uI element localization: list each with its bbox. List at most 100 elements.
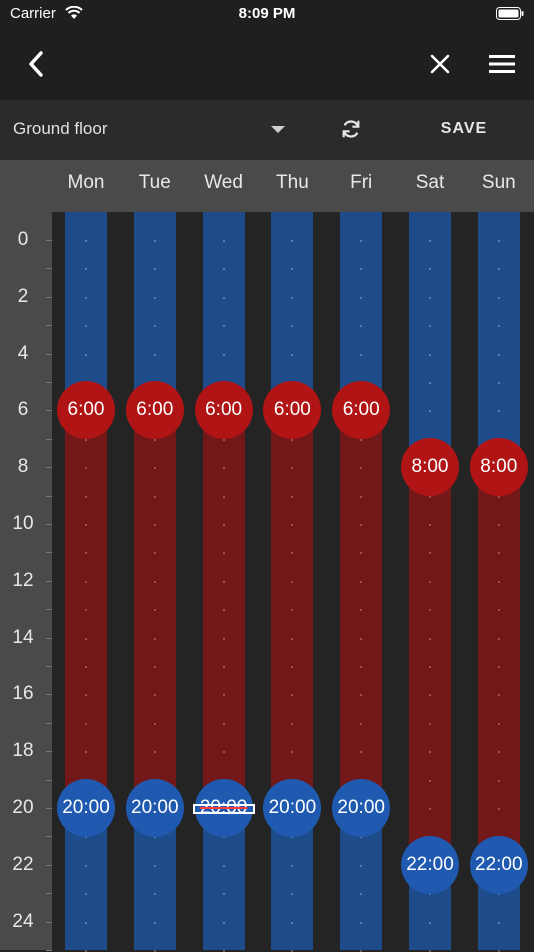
hour-label: 12 — [12, 569, 34, 591]
hour-dot — [291, 467, 294, 470]
schedule-column-wed[interactable] — [202, 212, 245, 952]
hour-dot — [497, 893, 500, 896]
start-time-handle-mon[interactable]: 6:00 — [57, 381, 115, 440]
hour-dot — [153, 722, 156, 725]
hour-dot — [222, 268, 225, 271]
schedule-column-thu[interactable] — [271, 212, 314, 952]
hour-dot — [85, 438, 87, 441]
hour-dot — [360, 240, 363, 242]
schedule-column-tue[interactable] — [133, 212, 176, 952]
chevron-left-icon — [29, 51, 43, 77]
hour-dot — [85, 467, 87, 470]
hour-dot — [497, 552, 500, 555]
handle-time-label: 22:00 — [406, 853, 454, 875]
hour-tick — [46, 552, 52, 554]
carrier-label: Carrier — [10, 5, 56, 22]
hour-dot — [291, 325, 294, 328]
hour-dot — [85, 353, 87, 356]
handle-time-label: 20:00 — [199, 797, 248, 818]
end-time-handle-fri[interactable]: 20:00 — [332, 779, 391, 837]
hour-dot — [497, 694, 500, 697]
start-time-handle-sun[interactable]: 8:00 — [469, 438, 528, 497]
hour-dot — [497, 296, 500, 299]
hour-dot — [429, 296, 431, 299]
hour-label: 0 — [17, 229, 29, 250]
hour-tick — [46, 580, 52, 582]
hour-dot — [222, 836, 225, 839]
hour-dot — [429, 751, 431, 754]
end-time-handle-sun[interactable]: 22:00 — [469, 835, 528, 894]
hour-dot — [291, 524, 294, 526]
schedule-column-sat[interactable] — [409, 212, 451, 952]
hour-dot — [429, 808, 431, 810]
hour-tick — [46, 524, 52, 525]
day-header: Mon Tue Wed Thu Fri Sat Sun — [0, 160, 534, 212]
close-button[interactable] — [420, 44, 460, 84]
start-time-handle-sat[interactable]: 8:00 — [401, 438, 459, 497]
floor-select[interactable] — [0, 100, 300, 160]
start-time-handle-tue[interactable]: 6:00 — [125, 381, 184, 440]
end-time-handle-thu[interactable]: 20:00 — [263, 779, 322, 837]
hour-dot — [360, 864, 363, 867]
battery-icon — [496, 7, 524, 20]
hour-dot — [360, 609, 363, 612]
hour-tick — [46, 864, 52, 866]
hour-dot — [360, 325, 363, 328]
hour-tick — [46, 950, 52, 951]
hour-dot — [222, 921, 225, 924]
dropdown-arrow-icon — [271, 126, 285, 133]
hour-dot — [497, 524, 500, 526]
start-time-handle-wed[interactable]: 6:00 — [194, 381, 253, 440]
cool-period — [133, 212, 176, 411]
hour-dot — [497, 495, 500, 498]
toolbar: Ground floor — [0, 100, 534, 160]
handle-time-label: 20:00 — [131, 797, 179, 818]
day-label-tue: Tue — [138, 172, 171, 193]
hour-dot — [497, 268, 500, 271]
hour-label: 4 — [17, 342, 29, 364]
end-time-handle-wed[interactable]: 20:00 — [192, 779, 255, 837]
back-button[interactable] — [16, 44, 56, 84]
start-time-handle-fri[interactable]: 6:00 — [332, 381, 391, 440]
hour-dot — [291, 296, 294, 299]
schedule-grid: 6:00 20:00 6:00 20:00 6:00 20:00 6:00 20:00 6:00… — [52, 212, 534, 952]
end-time-handle-sat[interactable]: 22:00 — [401, 835, 459, 894]
hour-dot — [222, 722, 225, 725]
hour-dot — [360, 722, 363, 725]
hour-dot — [429, 240, 431, 242]
start-time-handle-thu[interactable]: 6:00 — [263, 381, 322, 440]
menu-button[interactable] — [482, 44, 522, 84]
schedule-column-fri[interactable] — [340, 212, 383, 952]
hour-dot — [153, 921, 156, 924]
hour-dot — [360, 694, 363, 697]
refresh-button[interactable] — [336, 114, 366, 144]
hour-dot — [497, 637, 500, 640]
hour-tick — [46, 410, 52, 412]
schedule-column-mon[interactable] — [65, 212, 107, 952]
schedule-column-sun[interactable] — [477, 212, 520, 952]
end-time-handle-mon[interactable]: 20:00 — [57, 779, 115, 837]
hour-dot — [291, 893, 294, 896]
hour-label: 2 — [17, 285, 29, 307]
hour-dot — [291, 666, 294, 668]
hour-dot — [360, 666, 363, 668]
handle-time-label: 22:00 — [475, 853, 523, 875]
hour-label: 22 — [12, 853, 34, 875]
hour-label: 10 — [12, 513, 34, 534]
hour-dot — [85, 836, 87, 839]
handle-time-label: 6:00 — [67, 399, 105, 421]
hour-dot — [429, 921, 431, 924]
hour-dot — [497, 353, 500, 356]
hour-dot — [153, 438, 156, 441]
save-button[interactable]: SAVE — [440, 120, 488, 137]
floor-select-value: Ground floor — [13, 119, 108, 138]
hour-dot — [429, 694, 431, 697]
hour-dot — [497, 751, 500, 754]
end-time-handle-tue[interactable]: 20:00 — [125, 779, 184, 837]
day-label-mon: Mon — [67, 172, 105, 193]
hour-dot — [291, 694, 294, 697]
day-label-thu: Thu — [276, 172, 309, 193]
cool-period — [202, 212, 245, 411]
hour-dot — [222, 524, 225, 526]
hour-dot — [360, 268, 363, 271]
